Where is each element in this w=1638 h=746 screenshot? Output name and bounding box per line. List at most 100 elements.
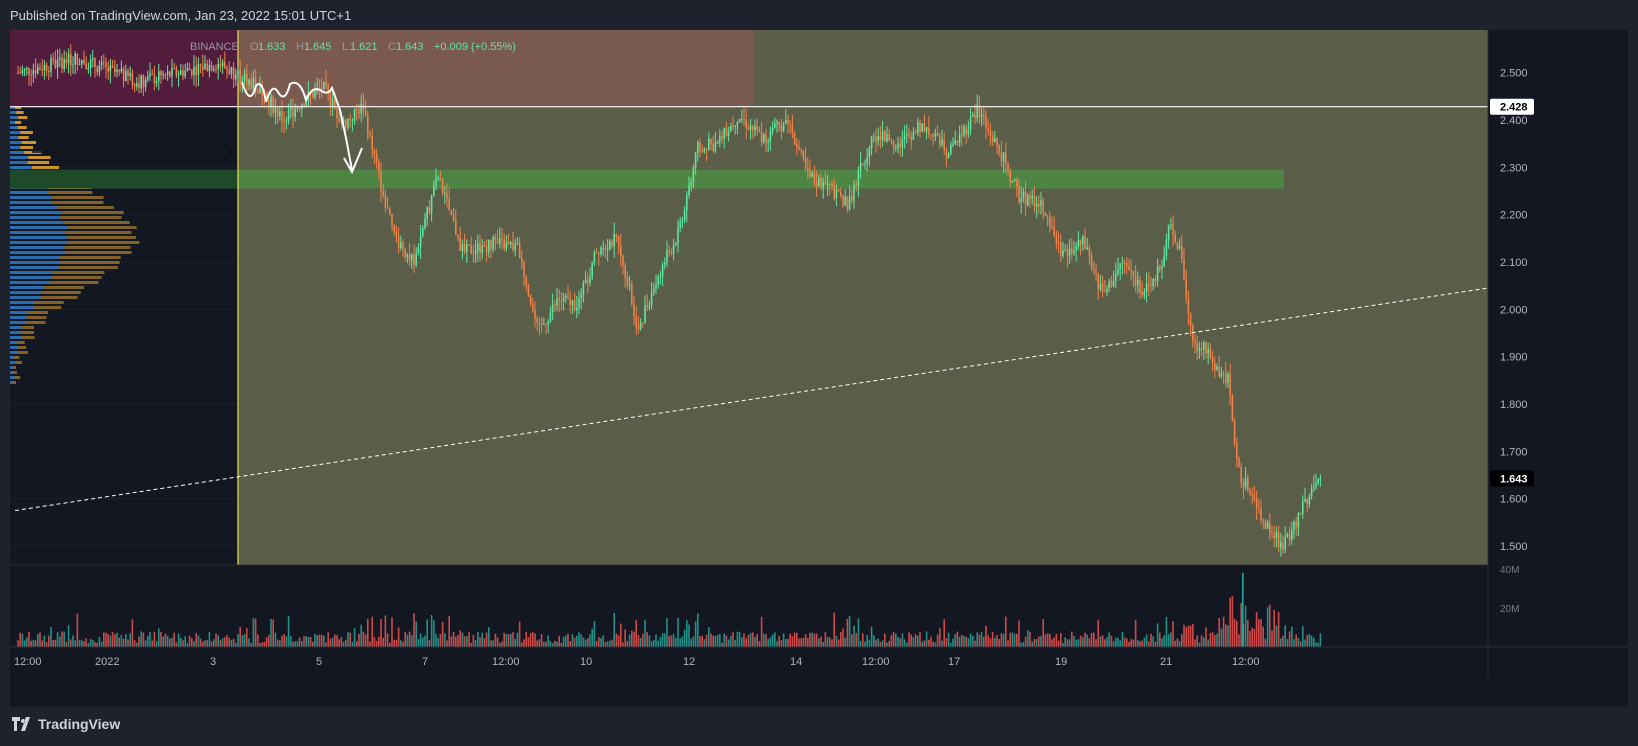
volume-profile-bar xyxy=(10,111,17,114)
footer-brand[interactable]: TradingView xyxy=(12,716,120,732)
volume-bar xyxy=(595,640,598,647)
volume-bar xyxy=(228,637,230,647)
candle-body xyxy=(444,192,446,194)
candle-body xyxy=(1203,342,1205,350)
volume-bar xyxy=(37,634,39,647)
volume-bar xyxy=(309,636,312,647)
volume-bar xyxy=(430,614,433,647)
candle-body xyxy=(895,147,897,149)
candle-body xyxy=(666,250,668,263)
volume-bar xyxy=(820,636,822,647)
candle-body xyxy=(294,108,296,117)
candle-body xyxy=(556,298,558,306)
candle-body xyxy=(111,65,114,68)
volume-bar xyxy=(481,632,483,647)
volume-bar xyxy=(1216,633,1218,647)
chart-area[interactable]: 2.500 2.400 2.300 2.200 2.100 2.000 1.900 1.800… xyxy=(10,30,1628,707)
volume-bar xyxy=(582,637,585,647)
candle-body xyxy=(109,65,112,72)
candle-body xyxy=(496,240,499,244)
volume-profile-bar xyxy=(10,196,53,199)
candle-body xyxy=(848,196,851,210)
volume-profile-bar xyxy=(10,126,18,129)
volume-bar xyxy=(549,640,552,647)
candle-body xyxy=(175,68,178,76)
volume-bar xyxy=(525,631,527,647)
volume-bar xyxy=(692,636,695,647)
volume-bar xyxy=(1150,633,1152,647)
candle-body xyxy=(730,125,732,132)
x-tick-label: 12:00 xyxy=(492,656,520,668)
candle-body xyxy=(609,241,611,250)
candle-body xyxy=(595,252,598,254)
volume-bar xyxy=(28,631,30,647)
volume-tick-label: 40M xyxy=(1500,565,1519,576)
volume-bar xyxy=(43,635,46,647)
volume-bar xyxy=(177,633,180,647)
candle-body xyxy=(626,277,629,286)
volume-profile-bar xyxy=(17,126,27,129)
volume-bar xyxy=(408,631,411,647)
volume-bar xyxy=(1110,635,1113,647)
candle-body xyxy=(611,241,613,247)
candle-body xyxy=(677,227,679,244)
volume-profile-bar xyxy=(56,206,114,209)
candle-body xyxy=(958,133,961,143)
volume-bar xyxy=(287,616,290,647)
volume-bar xyxy=(1044,634,1047,647)
volume-bar xyxy=(835,635,838,647)
volume-bar xyxy=(221,638,224,647)
candle-body xyxy=(1009,170,1011,183)
candle-body xyxy=(859,163,862,171)
volume-bar xyxy=(677,617,679,647)
volume-bar xyxy=(1227,625,1229,647)
volume-bar xyxy=(393,639,395,647)
price-chart[interactable]: 2.500 2.400 2.300 2.200 2.100 2.000 1.900 1.800… xyxy=(10,30,1628,707)
volume-bar xyxy=(560,642,563,647)
volume-profile-bar xyxy=(10,366,13,369)
candle-body xyxy=(974,114,976,118)
candle-body xyxy=(1154,278,1157,282)
tradingview-logo-icon xyxy=(12,717,30,731)
candle-body xyxy=(602,248,604,250)
candle-body xyxy=(516,242,519,244)
candle-body xyxy=(114,67,116,73)
volume-bar xyxy=(1189,625,1192,647)
volume-bar xyxy=(1306,634,1308,647)
volume-bar xyxy=(455,636,457,647)
volume-bar xyxy=(932,641,934,647)
volume-bar xyxy=(637,634,640,647)
volume-bar xyxy=(415,621,417,647)
candle-body xyxy=(144,79,147,88)
volume-bar xyxy=(1112,641,1115,647)
volume-bar xyxy=(956,631,959,647)
volume-bar xyxy=(776,641,778,647)
volume-profile-bar xyxy=(14,376,21,379)
candle-body xyxy=(554,304,556,306)
candle-body xyxy=(397,236,400,248)
candle-body xyxy=(826,183,829,185)
volume-bar xyxy=(1082,637,1084,647)
candle-body xyxy=(833,186,835,199)
volume-bar xyxy=(389,642,391,647)
volume-profile-bar xyxy=(14,356,20,359)
candle-body xyxy=(353,109,356,120)
volume-bar xyxy=(864,641,866,647)
volume-bar xyxy=(668,635,670,647)
candle-body xyxy=(208,65,211,72)
volume-bar xyxy=(815,633,818,647)
volume-bar xyxy=(1053,637,1055,647)
volume-bar xyxy=(532,632,534,647)
candle-body xyxy=(292,107,294,117)
candle-body xyxy=(518,242,521,259)
volume-bar xyxy=(215,633,217,647)
volume-bar xyxy=(239,626,241,647)
candle-body xyxy=(63,59,65,69)
volume-bar xyxy=(1187,625,1190,647)
volume-profile-bar xyxy=(10,301,35,304)
volume-bar xyxy=(705,634,708,647)
volume-bar xyxy=(351,642,354,647)
volume-profile-bar xyxy=(10,381,13,384)
volume-bar xyxy=(545,641,547,647)
candle-body xyxy=(54,59,57,68)
